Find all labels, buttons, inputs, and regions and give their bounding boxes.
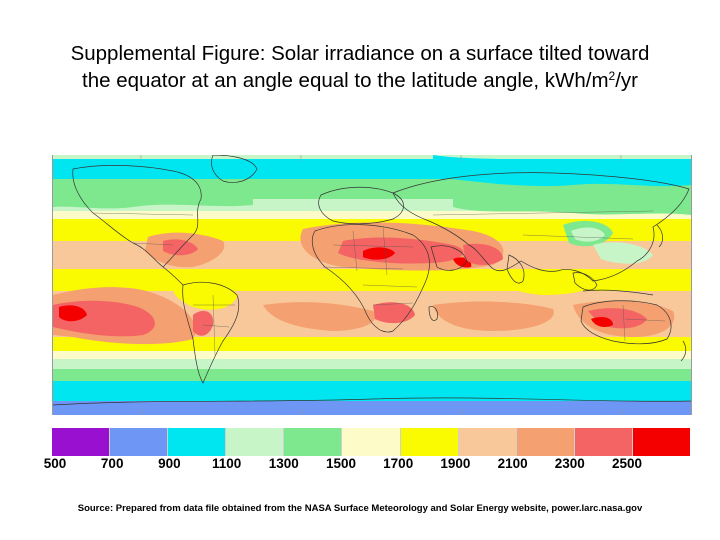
legend-swatch <box>226 428 285 456</box>
border-australia <box>622 304 666 342</box>
border-canada-us <box>92 212 194 216</box>
legend-tick-label: 900 <box>158 456 181 471</box>
legend-tick-label: 1100 <box>211 456 242 471</box>
outline-new-zealand <box>680 340 687 362</box>
title-line-2-text: the equator at an angle equal to the lat… <box>82 69 609 92</box>
patch-amazon-yellow <box>172 282 238 310</box>
band-north-cream <box>53 211 691 221</box>
legend-tick-label: 1300 <box>268 456 299 471</box>
band-south-cream <box>53 351 691 361</box>
outline-india <box>506 254 525 284</box>
border-china <box>522 234 634 240</box>
outline-north-america <box>72 165 202 268</box>
legend-swatch <box>632 428 691 456</box>
patch-australia-core <box>591 317 613 327</box>
title-line-2-unit: /yr <box>615 69 638 92</box>
outline-madagascar <box>428 306 438 321</box>
patch-sahara-core <box>363 247 395 260</box>
legend-tick-label: 2300 <box>554 456 585 471</box>
band-south-yellow <box>53 337 691 353</box>
patch-tibet-pale <box>571 227 605 242</box>
legend-tick-label: 1700 <box>383 456 414 471</box>
legend-tick-label: 2500 <box>611 456 643 471</box>
legend-tick-label: 2100 <box>497 456 528 471</box>
outline-central-america <box>162 266 184 286</box>
border-us-mexico <box>132 242 174 246</box>
legend-swatch <box>110 428 169 456</box>
legend-swatch <box>458 428 517 456</box>
patch-andes-red <box>193 310 214 336</box>
border-west-africa <box>322 266 404 270</box>
legend-swatch <box>52 428 111 456</box>
border-sahara <box>332 226 414 276</box>
patch-arctic-cyan <box>433 155 691 187</box>
irradiance-world-map <box>52 155 692 415</box>
outline-japan <box>656 224 663 248</box>
outline-greenland <box>211 155 258 183</box>
outline-arabia <box>430 245 468 271</box>
outline-asia <box>392 172 690 282</box>
title-line-1: Supplemental Figure: Solar irradiance on… <box>70 42 650 65</box>
title-line-2: the equator at an angle equal to the lat… <box>20 67 700 94</box>
outline-australia <box>580 300 672 345</box>
patch-middle-east-red <box>463 243 503 265</box>
country-borders <box>92 210 666 356</box>
band-south-cyan <box>53 381 691 403</box>
legend-swatch <box>574 428 633 456</box>
outline-southeast-asia <box>572 272 598 291</box>
legend-tick-label: 500 <box>43 456 67 471</box>
legend-swatch <box>516 428 575 456</box>
legend-swatch <box>400 428 459 456</box>
legend-tick-label: 700 <box>100 456 124 471</box>
color-legend-bar <box>52 428 691 456</box>
legend-tick-label: 1500 <box>325 456 357 471</box>
band-south-green <box>53 369 691 383</box>
patch-indian-ocean-orange <box>433 301 554 331</box>
map-svg <box>53 155 691 415</box>
outline-south-america <box>182 281 240 384</box>
border-central-africa <box>362 284 418 306</box>
outline-indonesia <box>582 289 654 296</box>
legend-swatch <box>342 428 401 456</box>
border-south-america <box>193 294 235 356</box>
patch-north-pacific-green <box>53 183 253 209</box>
patch-equatorial-indian-yellow <box>493 270 595 295</box>
source-note: Source: Prepared from data file obtained… <box>77 503 643 514</box>
outline-antarctica <box>53 397 691 406</box>
border-russia <box>432 210 654 216</box>
patch-us-southwest-red <box>163 239 198 256</box>
legend-tick-label: 1900 <box>440 456 471 471</box>
patch-south-atlantic-orange <box>263 302 376 331</box>
legend-swatch <box>284 428 343 456</box>
patch-east-asia-green <box>593 242 653 264</box>
figure-title: Supplemental Figure: Solar irradiance on… <box>20 40 700 94</box>
legend-swatch <box>168 428 227 456</box>
graticule-ticks <box>140 155 622 415</box>
band-south-blue <box>53 401 691 415</box>
patch-eurasia-green <box>453 184 691 215</box>
continent-outlines <box>53 155 691 406</box>
title-superscript: 2 <box>608 69 616 83</box>
outline-europe <box>318 186 404 225</box>
patch-south-pacific-core <box>59 305 87 322</box>
color-legend-labels: 500 700 900 1100 1300 1500 1700 1900 2100 2300 250… <box>28 456 708 474</box>
patch-southern-africa-red <box>373 302 415 324</box>
